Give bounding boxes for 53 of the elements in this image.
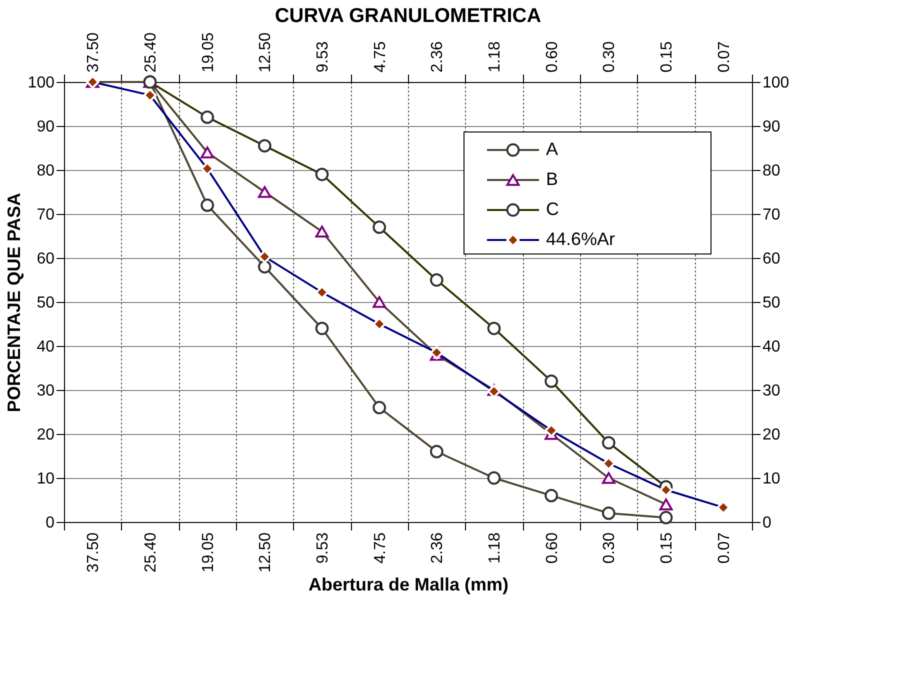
y-tick-label: 20 [36,426,55,444]
y-tick-label: 30 [36,382,55,400]
y-tick-label: 10 [36,470,55,488]
legend-label: C [546,199,559,219]
y2-tick-label: 60 [762,250,780,268]
legend-label: B [546,169,558,189]
y2-tick-label: 10 [762,470,780,488]
category-label: 0.07 [716,41,733,72]
category-label: 1.18 [486,41,504,72]
x-tick-label: 0.60 [544,532,561,564]
y-tick-label: 100 [28,74,55,92]
y-tick-label: 80 [36,162,55,180]
legend-label: A [546,139,558,159]
legend-label: 44.6%Ar [546,229,616,249]
category-label: 2.36 [429,41,446,72]
x-tick-label: 19.05 [200,532,217,573]
y2-tick-label: 100 [762,74,790,92]
category-label: 37.50 [85,32,102,72]
y2-tick-label: 90 [762,118,780,136]
y2-tick-label: 20 [762,426,780,444]
category-label: 19.05 [200,32,217,72]
y-tick-label: 60 [36,250,55,268]
y-tick-label: 0 [46,514,55,532]
x-tick-label: 0.07 [716,532,733,564]
x-tick-label: 12.50 [257,532,274,573]
category-label: 12.50 [257,32,274,72]
y2-tick-label: 40 [762,338,780,356]
category-label: 25.40 [142,32,160,72]
y2-tick-label: 80 [762,162,780,180]
y2-tick-label: 70 [762,206,780,224]
y2-tick-label: 50 [762,294,780,312]
y-axis-title: PORCENTAJE QUE PASA [4,192,24,412]
y-tick-label: 90 [36,118,55,136]
x-tick-label: 0.30 [601,532,618,564]
chart-title: CURVA GRANULOMETRICA [274,4,542,27]
y2-tick-label: 0 [762,514,772,532]
x-tick-label: 9.53 [314,532,332,564]
y2-tick-label: 30 [762,382,780,400]
category-label: 4.75 [372,41,389,72]
category-label: 0.60 [544,41,561,72]
category-label: 0.30 [601,41,618,72]
x-tick-label: 4.75 [372,532,389,564]
x-tick-label: 2.36 [429,532,446,564]
y-tick-label: 50 [36,294,55,312]
y-tick-label: 70 [36,206,55,224]
x-tick-label: 0.15 [658,532,676,564]
x-axis-title: Abertura de Malla (mm) [308,574,509,595]
x-tick-label: 25.40 [142,532,160,573]
category-label: 9.53 [314,41,332,72]
x-tick-label: 1.18 [486,532,504,564]
x-tick-label: 37.50 [85,532,102,573]
y-tick-label: 40 [36,338,55,356]
category-label: 0.15 [658,41,676,72]
